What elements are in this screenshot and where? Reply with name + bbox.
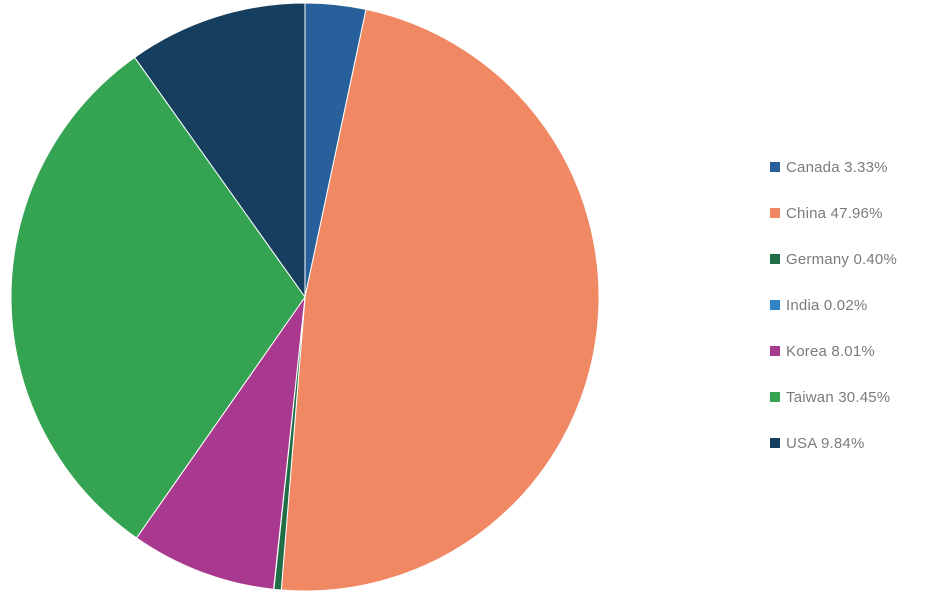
legend-label-canada: Canada 3.33% [786,158,888,176]
legend-swatch-usa [770,438,780,448]
legend-label-india: India 0.02% [786,296,868,314]
pie-slice-taiwan [10,56,306,539]
pie-slice-china [280,8,600,592]
legend-item-india: India 0.02% [770,295,897,315]
legend-item-taiwan: Taiwan 30.45% [770,387,897,407]
legend-swatch-canada [770,162,780,172]
legend-item-korea: Korea 8.01% [770,341,897,361]
legend-label-korea: Korea 8.01% [786,342,875,360]
legend-swatch-india [770,300,780,310]
legend-swatch-germany [770,254,780,264]
legend-label-germany: Germany 0.40% [786,250,897,268]
legend-label-china: China 47.96% [786,204,883,222]
legend-label-usa: USA 9.84% [786,434,865,452]
legend-swatch-korea [770,346,780,356]
legend-item-canada: Canada 3.33% [770,157,897,177]
chart-legend: Canada 3.33% China 47.96% Germany 0.40% … [770,157,897,479]
pie-slice-usa [133,2,306,299]
pie-plot-area [10,2,600,592]
pie-slice-korea [135,296,306,590]
legend-item-germany: Germany 0.40% [770,249,897,269]
legend-swatch-china [770,208,780,218]
legend-swatch-taiwan [770,392,780,402]
legend-item-usa: USA 9.84% [770,433,897,453]
legend-label-taiwan: Taiwan 30.45% [786,388,891,406]
legend-item-china: China 47.96% [770,203,897,223]
